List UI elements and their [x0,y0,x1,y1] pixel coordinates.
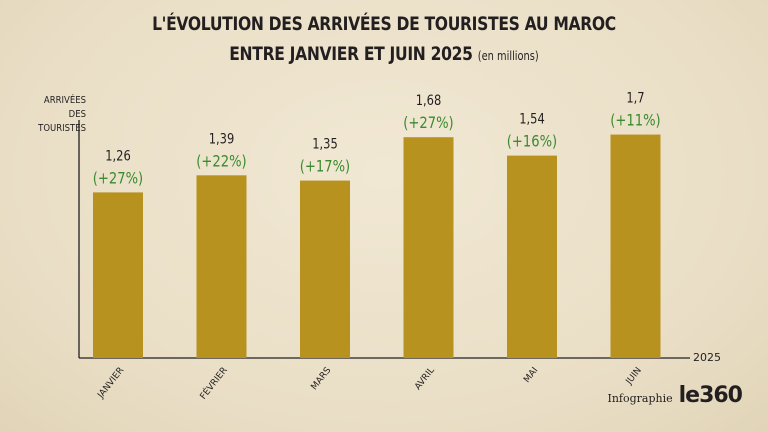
x-tick-label: AVRIL [413,366,437,392]
x-tick-label: MAI [522,366,540,385]
change-label: (+17%) [300,157,350,176]
change-label: (+11%) [610,111,660,130]
value-label: 1,39 [209,131,235,147]
value-label: 1,35 [312,137,338,153]
bar-3 [300,180,350,358]
chart-title-period: ENTRE JANVIER ET JUIN 2025 [229,43,473,65]
chart-title-line2: ENTRE JANVIER ET JUIN 2025 (en millions) [69,43,699,65]
chart-title-unit: (en millions) [477,49,539,63]
x-tick-label: JANVIER [96,366,127,401]
y-axis-label-line2: TOURISTES [38,123,86,134]
value-label: 1,26 [105,148,131,164]
x-tick-label: MARS [310,365,334,392]
y-axis-label-line1: ARRIVÉES DES [43,95,86,120]
change-label: (+27%) [93,169,143,188]
chart-axes [78,120,690,359]
bar-6 [610,134,661,358]
bar-2 [196,175,247,358]
value-label: 1,68 [416,93,442,109]
x-axis-label: 2025 [693,351,721,364]
bar-4 [403,137,454,358]
footer-label: Infographie [607,392,673,405]
bar-5 [507,155,557,358]
change-label: (+16%) [507,132,557,151]
y-axis-label: ARRIVÉES DES TOURISTES [27,94,86,136]
footer-credit: Infographie le360 [607,383,743,408]
chart-bars [93,134,661,358]
x-tick-label: FÉVRIER [197,364,230,401]
le360-logo: le360 [678,383,743,408]
chart-title-line1: L'ÉVOLUTION DES ARRIVÉES DE TOURISTES AU… [152,13,616,35]
change-label: (+22%) [196,152,246,171]
change-label: (+27%) [403,114,453,133]
bar-1 [93,192,143,358]
value-label: 1,7 [626,91,644,107]
value-label: 1,54 [519,112,545,128]
